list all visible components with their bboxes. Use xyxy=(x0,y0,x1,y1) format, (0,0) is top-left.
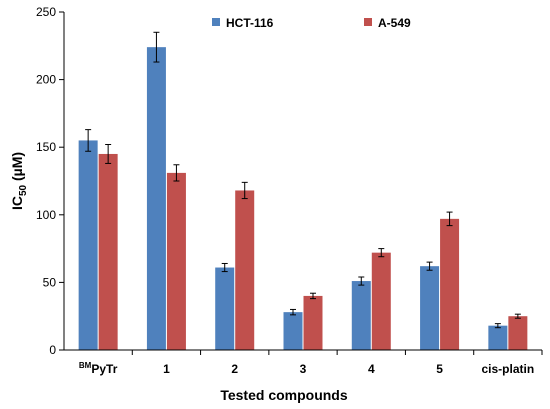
y-ticks: 0 50 100 150 200 250 xyxy=(36,5,64,357)
x-tick-label-superscript: BM xyxy=(79,361,92,370)
legend-swatch-hct-116 xyxy=(212,18,220,26)
y-axis-label-unit: (µM) xyxy=(9,152,25,185)
y-axis-label: IC50 (µM) xyxy=(9,152,29,210)
x-tick-label: 1 xyxy=(163,362,170,376)
legend-label: A-549 xyxy=(378,16,411,30)
bar-hct-116-5 xyxy=(420,266,440,350)
bar-a-549-2 xyxy=(235,190,255,350)
x-ticks: BMPyTr 1 2 3 4 5 cis-platin xyxy=(79,350,543,376)
y-tick-label: 0 xyxy=(49,343,56,357)
bar-a-549-4 xyxy=(371,252,391,350)
legend-swatch-a-549 xyxy=(364,18,372,26)
axes xyxy=(63,12,542,351)
x-tick-label: BMPyTr xyxy=(79,361,118,376)
bar-hct-116-0 xyxy=(78,140,98,350)
x-tick-label: cis-platin xyxy=(482,362,535,376)
x-axis-label: Tested compounds xyxy=(220,387,348,403)
y-tick-label: 250 xyxy=(36,5,56,19)
bar-hct-116-4 xyxy=(351,281,371,350)
y-axis-label-base: IC xyxy=(9,196,25,210)
bar-hct-116-1 xyxy=(146,47,166,350)
legend-label: HCT-116 xyxy=(226,16,274,30)
bar-a-549-6 xyxy=(508,316,528,350)
bar-a-549-1 xyxy=(166,172,186,350)
legend: HCT-116 A-549 xyxy=(212,16,411,30)
bar-hct-116-2 xyxy=(215,267,235,350)
y-tick-label: 100 xyxy=(36,208,56,222)
x-tick-label: 5 xyxy=(436,362,443,376)
x-tick-label: 4 xyxy=(368,362,375,376)
bar-a-549-5 xyxy=(440,218,460,350)
y-tick-label: 200 xyxy=(36,73,56,87)
plot-area xyxy=(78,31,528,350)
bar-hct-116-6 xyxy=(488,325,508,350)
y-axis-label-sub: 50 xyxy=(18,184,29,196)
y-tick-label: 50 xyxy=(43,275,57,289)
x-tick-label: 2 xyxy=(231,362,238,376)
bar-hct-116-3 xyxy=(283,312,303,350)
bar-a-549-3 xyxy=(303,295,323,350)
x-tick-label: 3 xyxy=(300,362,307,376)
bar-a-549-0 xyxy=(98,153,118,350)
x-tick-label-text: PyTr xyxy=(91,362,117,376)
y-tick-label: 150 xyxy=(36,140,56,154)
